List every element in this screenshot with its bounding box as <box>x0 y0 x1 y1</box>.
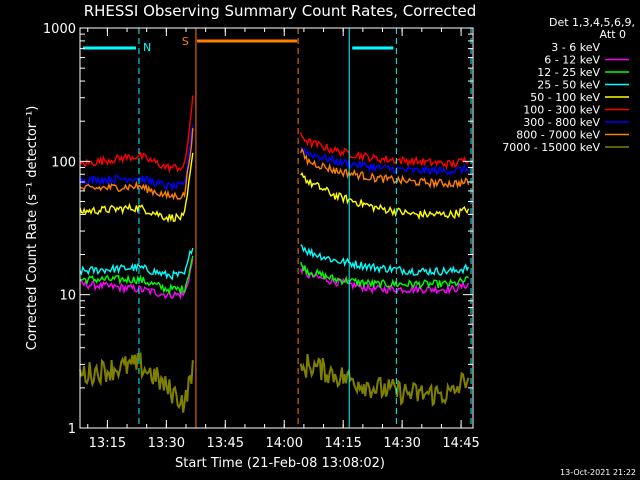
y-tick-label: 1 <box>68 422 76 437</box>
x-tick-label: 14:15 <box>324 436 361 451</box>
series-line-8 <box>79 128 470 201</box>
series-line-4 <box>79 244 470 281</box>
night-marker-label: N <box>143 41 151 54</box>
legend-title-line-1: Det 1,3,4,5,6,9, <box>549 16 635 29</box>
legend-label: 25 - 50 keV <box>537 79 600 92</box>
series-line-5 <box>79 152 470 224</box>
legend-label: 7000 - 15000 keV <box>502 141 600 154</box>
legend-label: 50 - 100 keV <box>530 91 600 104</box>
chart-title: RHESSI Observing Summary Count Rates, Co… <box>84 2 477 20</box>
x-tick-label: 13:30 <box>148 436 185 451</box>
series-line-9 <box>79 351 470 413</box>
y-tick-label: 10 <box>59 289 76 304</box>
legend-label: 100 - 300 keV <box>523 104 600 117</box>
plot-frame <box>79 27 474 429</box>
legend-label: 300 - 800 keV <box>523 116 600 129</box>
legend-label: 12 - 25 keV <box>537 66 600 79</box>
footer-timestamp: 13-Oct-2021 21:22 <box>560 468 636 477</box>
y-axis-label: Corrected Count Rate (s⁻¹ detector⁻¹) <box>25 106 40 351</box>
x-tick-label: 14:00 <box>266 436 303 451</box>
y-tick-label: 100 <box>51 155 76 170</box>
y-tick-label: 1000 <box>43 22 76 37</box>
legend-title-line-2: Att 0 <box>600 28 626 41</box>
x-tick-label: 13:15 <box>89 436 126 451</box>
series-line-7 <box>79 124 470 190</box>
series-line-2 <box>79 258 470 300</box>
x-axis-label: Start Time (21-Feb-08 13:08:02) <box>175 456 385 471</box>
x-tick-label: 13:45 <box>207 436 244 451</box>
series-line-6 <box>79 95 469 174</box>
x-tick-label: 14:30 <box>383 436 420 451</box>
legend-label: 6 - 12 keV <box>544 54 600 67</box>
plot-area: N S 1 10 100 1000 13:15 13:30 13:45 14:00 14:15 14:… <box>43 22 480 451</box>
saa-marker-label: S <box>182 35 189 48</box>
series-line-3 <box>79 255 469 296</box>
series-line-1 <box>79 299 470 357</box>
x-tick-label: 14:45 <box>442 436 479 451</box>
legend-label: 800 - 7000 keV <box>516 129 600 142</box>
legend-label: 3 - 6 keV <box>551 41 600 54</box>
